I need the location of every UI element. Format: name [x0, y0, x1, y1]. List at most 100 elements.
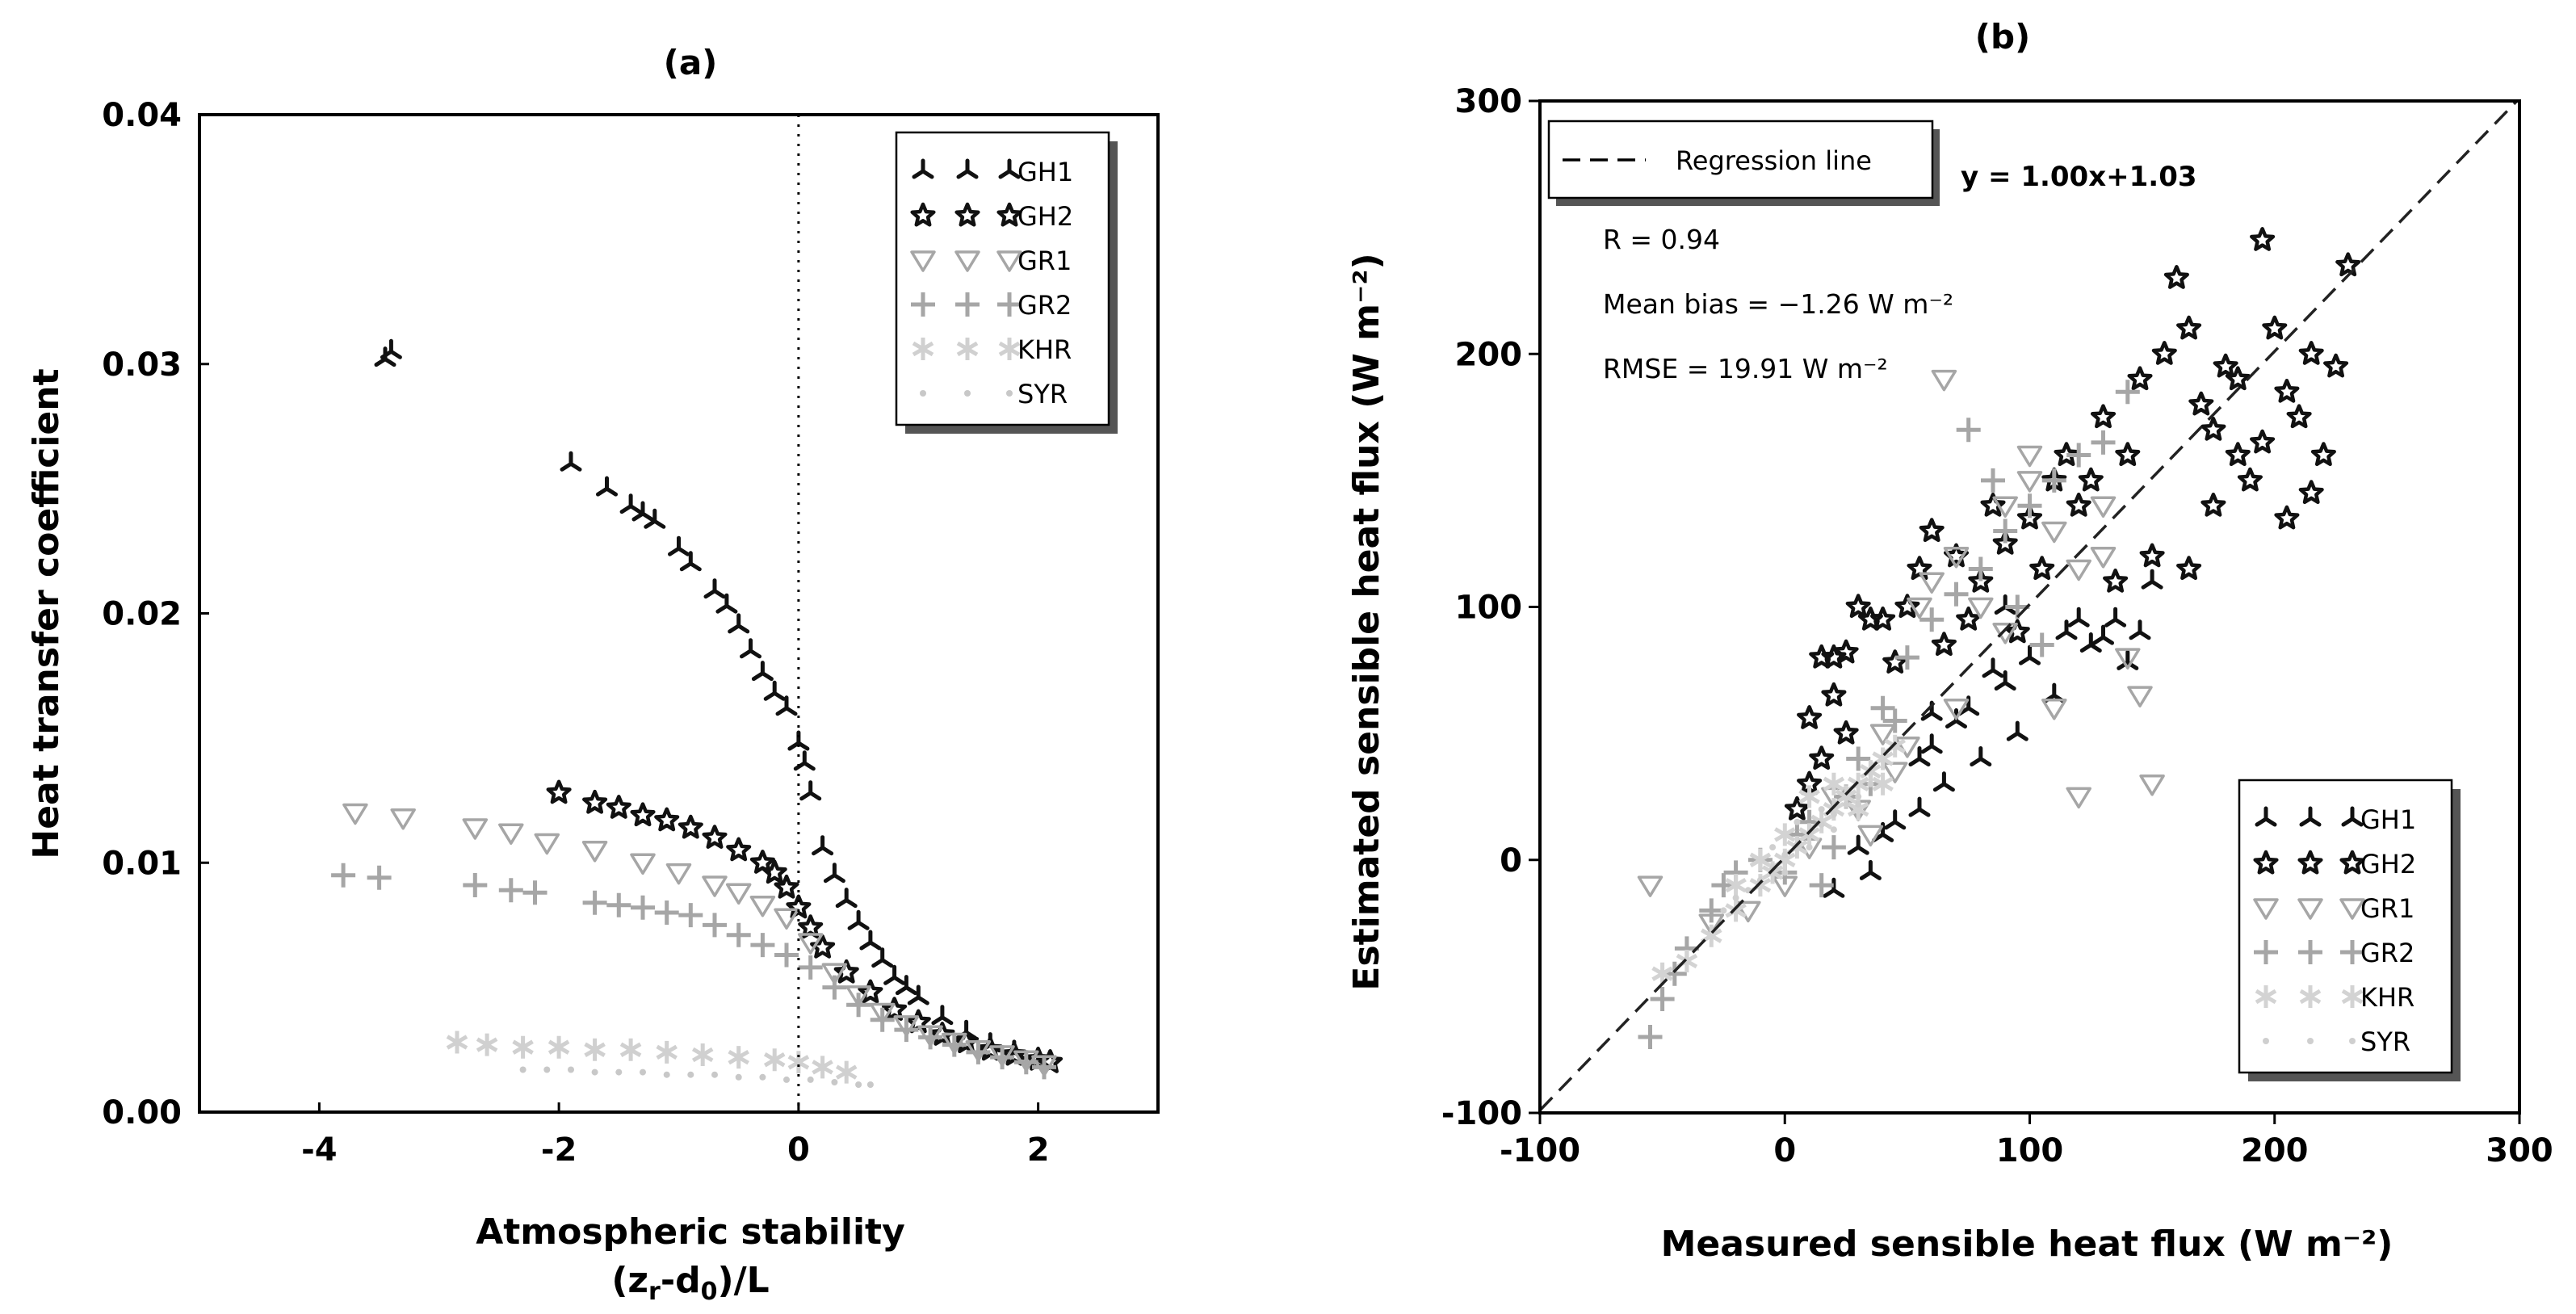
data-point-gh2 [788, 896, 810, 917]
data-point-gr2 [1957, 418, 1981, 442]
data-point-khr [693, 1043, 712, 1066]
data-point-gh1 [1935, 774, 1953, 790]
data-point-syr [1854, 800, 1862, 808]
data-point-gh2 [1909, 558, 1931, 578]
y-tick-label: 100 [1455, 590, 1523, 627]
panel-b-x-axis-label: Measured sensible heat flux (W m⁻²) [1661, 1224, 2393, 1265]
x-tick-label: -2 [541, 1131, 577, 1169]
data-point-khr [789, 1051, 808, 1073]
y-tick-label: 200 [1455, 336, 1523, 373]
x-tick-label: -4 [301, 1131, 337, 1169]
data-point-gr2 [1822, 835, 1846, 859]
panel-a-series [331, 341, 1061, 1089]
data-point-gh2 [2129, 368, 2151, 388]
data-point-gh1 [682, 553, 699, 569]
data-point-gr1 [2066, 559, 2091, 581]
legend-label: SYR [1017, 379, 1068, 409]
data-point-gr1 [2127, 686, 2153, 707]
legend-entry-gr1: GR1 [910, 246, 1072, 276]
data-point-syr [1781, 868, 1789, 876]
panel-b-y-ticks: -100 0 100 200 300 [1441, 83, 1540, 1132]
data-point-syr [758, 1073, 766, 1081]
panel-a-x-axis-label-formula: (zr-d0)/L [611, 1260, 769, 1306]
data-point-gh1 [2107, 609, 2125, 625]
legend-entry-gh1: GH1 [914, 157, 1073, 187]
panel-a: (a) -4 -2 0 2 0.00 0.01 0.02 0.03 0.04 Heat tra… [26, 43, 1160, 1306]
data-point-gr1 [581, 841, 608, 863]
legend-marker [919, 389, 927, 397]
panel-b: (b) -100 0 100 200 300 -100 0 100 200 300 Estima… [1346, 17, 2553, 1265]
data-point-gh2 [2203, 418, 2225, 439]
data-point-gr1 [2016, 445, 2043, 468]
data-point-gh2 [1933, 634, 1955, 654]
data-point-gr1 [630, 853, 656, 875]
data-point-gh1 [1911, 799, 1928, 815]
data-point-syr [519, 1066, 527, 1073]
data-point-gh1 [718, 595, 736, 611]
data-point-gh1 [670, 538, 688, 554]
x-tick-label: 100 [1996, 1132, 2064, 1169]
x-tick-label: 2 [1027, 1131, 1050, 1169]
data-point-gr1 [1931, 369, 1957, 392]
data-point-khr [657, 1041, 677, 1064]
data-point-gr2 [331, 863, 355, 888]
data-point-syr [711, 1071, 719, 1079]
data-point-gh2 [584, 791, 606, 812]
data-point-gh2 [2104, 570, 2126, 590]
data-point-gh2 [2092, 406, 2114, 426]
data-point-syr [1830, 810, 1838, 818]
data-point-gh1 [1996, 597, 2014, 613]
legend-label: KHR [1017, 334, 1072, 365]
data-point-syr [567, 1066, 575, 1073]
data-point-gh1 [837, 890, 855, 906]
data-point-gh2 [1872, 608, 1894, 628]
data-point-gh1 [2131, 622, 2149, 638]
data-point-gr1 [498, 823, 524, 845]
data-point-gh2 [2301, 342, 2322, 363]
data-point-khr [447, 1031, 467, 1054]
data-point-gr2 [799, 955, 823, 980]
data-point-gr1 [1882, 762, 1908, 783]
data-point-syr [543, 1066, 551, 1073]
data-point-gh1 [850, 912, 867, 928]
panel-a-title: (a) [664, 43, 718, 82]
legend-marker [1005, 389, 1013, 397]
data-point-gh1 [778, 698, 795, 714]
regression-line [1538, 99, 2519, 1111]
data-point-gh2 [2142, 545, 2163, 565]
x-tick-label: 0 [1773, 1132, 1796, 1169]
data-point-syr [854, 1081, 862, 1089]
data-point-syr [782, 1076, 791, 1084]
data-point-syr [591, 1068, 599, 1077]
data-point-gh2 [1921, 520, 1943, 540]
data-point-syr [639, 1068, 647, 1077]
data-point-gr2 [2030, 633, 2054, 657]
data-point-gh1 [2143, 571, 2161, 587]
legend-label: GR2 [1017, 290, 1072, 321]
y-tick-label: -100 [1441, 1095, 1522, 1132]
legend-marker [2348, 1037, 2356, 1045]
data-point-gr2 [2091, 430, 2116, 455]
data-point-syr [1854, 792, 1862, 800]
data-point-gr2 [523, 880, 548, 905]
data-point-gh2 [2068, 494, 2090, 514]
data-point-gr2 [774, 943, 799, 968]
data-point-gh1 [598, 478, 616, 494]
data-point-khr [477, 1034, 497, 1056]
panel-a-x-ticks: -4 -2 0 2 [301, 1102, 1050, 1169]
legend-entry-khr: KHR [913, 334, 1072, 365]
y-tick-label: 300 [1455, 83, 1523, 120]
data-point-gh1 [1923, 736, 1940, 752]
legend-label: GR2 [2360, 938, 2414, 968]
data-point-gr2 [678, 903, 703, 927]
data-point-gh1 [622, 496, 640, 512]
legend-label: GR1 [2360, 893, 2414, 924]
data-point-gh2 [632, 804, 654, 825]
regression-legend: Regression line [1547, 120, 1940, 206]
data-point-gh2 [1798, 707, 1820, 727]
data-point-khr [621, 1039, 640, 1061]
data-point-gh2 [704, 826, 726, 846]
data-point-syr [1793, 818, 1801, 826]
data-point-syr [1866, 780, 1874, 788]
